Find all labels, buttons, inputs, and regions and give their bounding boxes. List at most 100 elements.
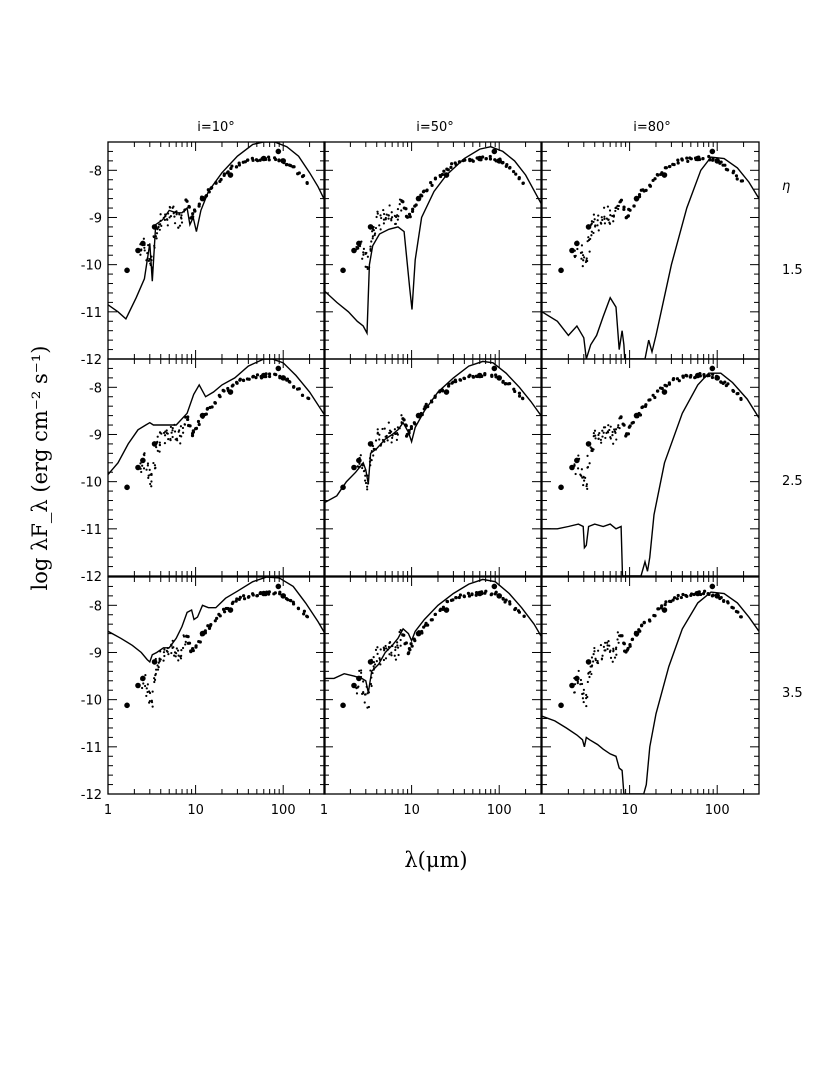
spectrum-point: [607, 218, 610, 221]
spectrum-point: [607, 640, 610, 643]
spectrum-point: [430, 183, 434, 188]
spectrum-point: [609, 649, 612, 652]
spectrum-point: [292, 385, 296, 389]
spectrum-point: [374, 226, 378, 230]
spectrum-point: [171, 206, 174, 210]
model-curve: [542, 156, 759, 359]
x-tick-label: 100: [487, 803, 512, 818]
spectrum-point: [376, 210, 379, 213]
spectrum-point: [394, 646, 397, 649]
spectrum-point: [396, 426, 399, 429]
spectrum-point: [611, 434, 614, 437]
spectrum-point: [398, 630, 401, 634]
spectrum-point: [388, 653, 391, 656]
spectrum-point: [151, 690, 154, 693]
spectrum-point: [141, 686, 144, 690]
spectrum-point: [514, 606, 518, 611]
spectrum-point: [656, 607, 661, 611]
spectrum-point: [588, 462, 591, 465]
spectrum-point: [438, 174, 443, 179]
spectrum-point: [449, 165, 453, 169]
spectrum-point: [606, 647, 609, 651]
spectrum-point: [246, 158, 250, 162]
panel-plot-area: [542, 148, 759, 359]
spectrum-point: [611, 430, 614, 434]
spectrum-point: [296, 606, 300, 610]
spectrum-point: [400, 414, 403, 417]
spectrum-point: [176, 649, 180, 652]
spectrum-point: [739, 615, 743, 619]
spectrum-point: [601, 429, 604, 432]
spectrum-point: [369, 669, 372, 672]
spectrum-point: [302, 612, 306, 616]
spectrum-point: [684, 373, 688, 377]
spectrum-point: [171, 435, 174, 439]
panel-frame: [323, 576, 542, 795]
model-curve: [542, 372, 759, 576]
photometry-point: [151, 441, 158, 447]
spectrum-point: [139, 253, 142, 256]
y-tick-label: -11: [81, 306, 102, 321]
spectrum-point: [467, 374, 471, 379]
photometry-point: [714, 158, 721, 164]
spectrum-point: [159, 658, 162, 661]
spectrum-point: [617, 424, 620, 427]
spectrum-point: [597, 214, 600, 217]
spectrum-point: [404, 214, 409, 218]
spectrum-point: [187, 641, 192, 645]
spectrum-point: [651, 393, 655, 397]
spectrum-point: [393, 654, 396, 657]
spectrum-point: [626, 214, 631, 218]
spectrum-point: [379, 228, 382, 231]
photometry-point: [135, 682, 141, 689]
x-tick-label: 1: [320, 803, 328, 818]
photometry-point: [199, 412, 206, 419]
spectrum-point: [237, 597, 241, 602]
x-axis-title: λ(μm): [404, 848, 467, 872]
spectrum-point: [521, 397, 525, 401]
spectrum-point: [194, 644, 198, 648]
spectrum-point: [731, 606, 735, 610]
spectrum-point: [615, 653, 618, 656]
spectrum-point: [488, 154, 492, 159]
spectrum-point: [374, 439, 378, 442]
spectrum-point: [586, 680, 589, 684]
spectrum-point: [177, 654, 180, 657]
y-tick-label: -9: [89, 646, 102, 661]
y-tick-label: -8: [89, 164, 102, 179]
spectrum-point: [471, 374, 475, 379]
spectrum-point: [433, 177, 438, 181]
spectrum-point: [378, 224, 381, 227]
spectrum-point: [208, 405, 212, 410]
spectrum-point: [409, 426, 413, 431]
spectrum-point: [143, 249, 146, 252]
spectrum-point: [689, 592, 694, 596]
spectrum-point: [606, 205, 610, 208]
row-label-eta-2-5: 2.5: [782, 474, 803, 489]
spectrum-point: [146, 683, 149, 686]
spectrum-point: [168, 216, 171, 219]
spectrum-point: [173, 651, 177, 654]
column-title-i10: i=10°: [197, 120, 235, 135]
panel-frame: [107, 576, 326, 795]
spectrum-point: [408, 215, 412, 219]
spectrum-point: [291, 600, 295, 604]
photometry-point: [443, 389, 450, 395]
spectrum-point: [467, 594, 472, 598]
photometry-point: [714, 593, 721, 599]
spectrum-point: [585, 697, 588, 700]
photometry-point: [574, 675, 580, 682]
spectrum-point: [359, 669, 363, 672]
spectrum-point: [590, 230, 593, 233]
spectrum-point: [450, 162, 454, 166]
spectrum-point: [379, 214, 382, 217]
spectrum-point: [707, 154, 711, 159]
spectrum-point: [619, 198, 624, 202]
spectrum-point: [234, 380, 239, 384]
photometry-point: [275, 583, 282, 590]
photometry-point: [124, 267, 130, 274]
spectrum-point: [371, 235, 374, 238]
spectrum-point: [400, 209, 403, 212]
spectrum-point: [640, 405, 644, 410]
y-tick-label: -9: [89, 211, 102, 226]
